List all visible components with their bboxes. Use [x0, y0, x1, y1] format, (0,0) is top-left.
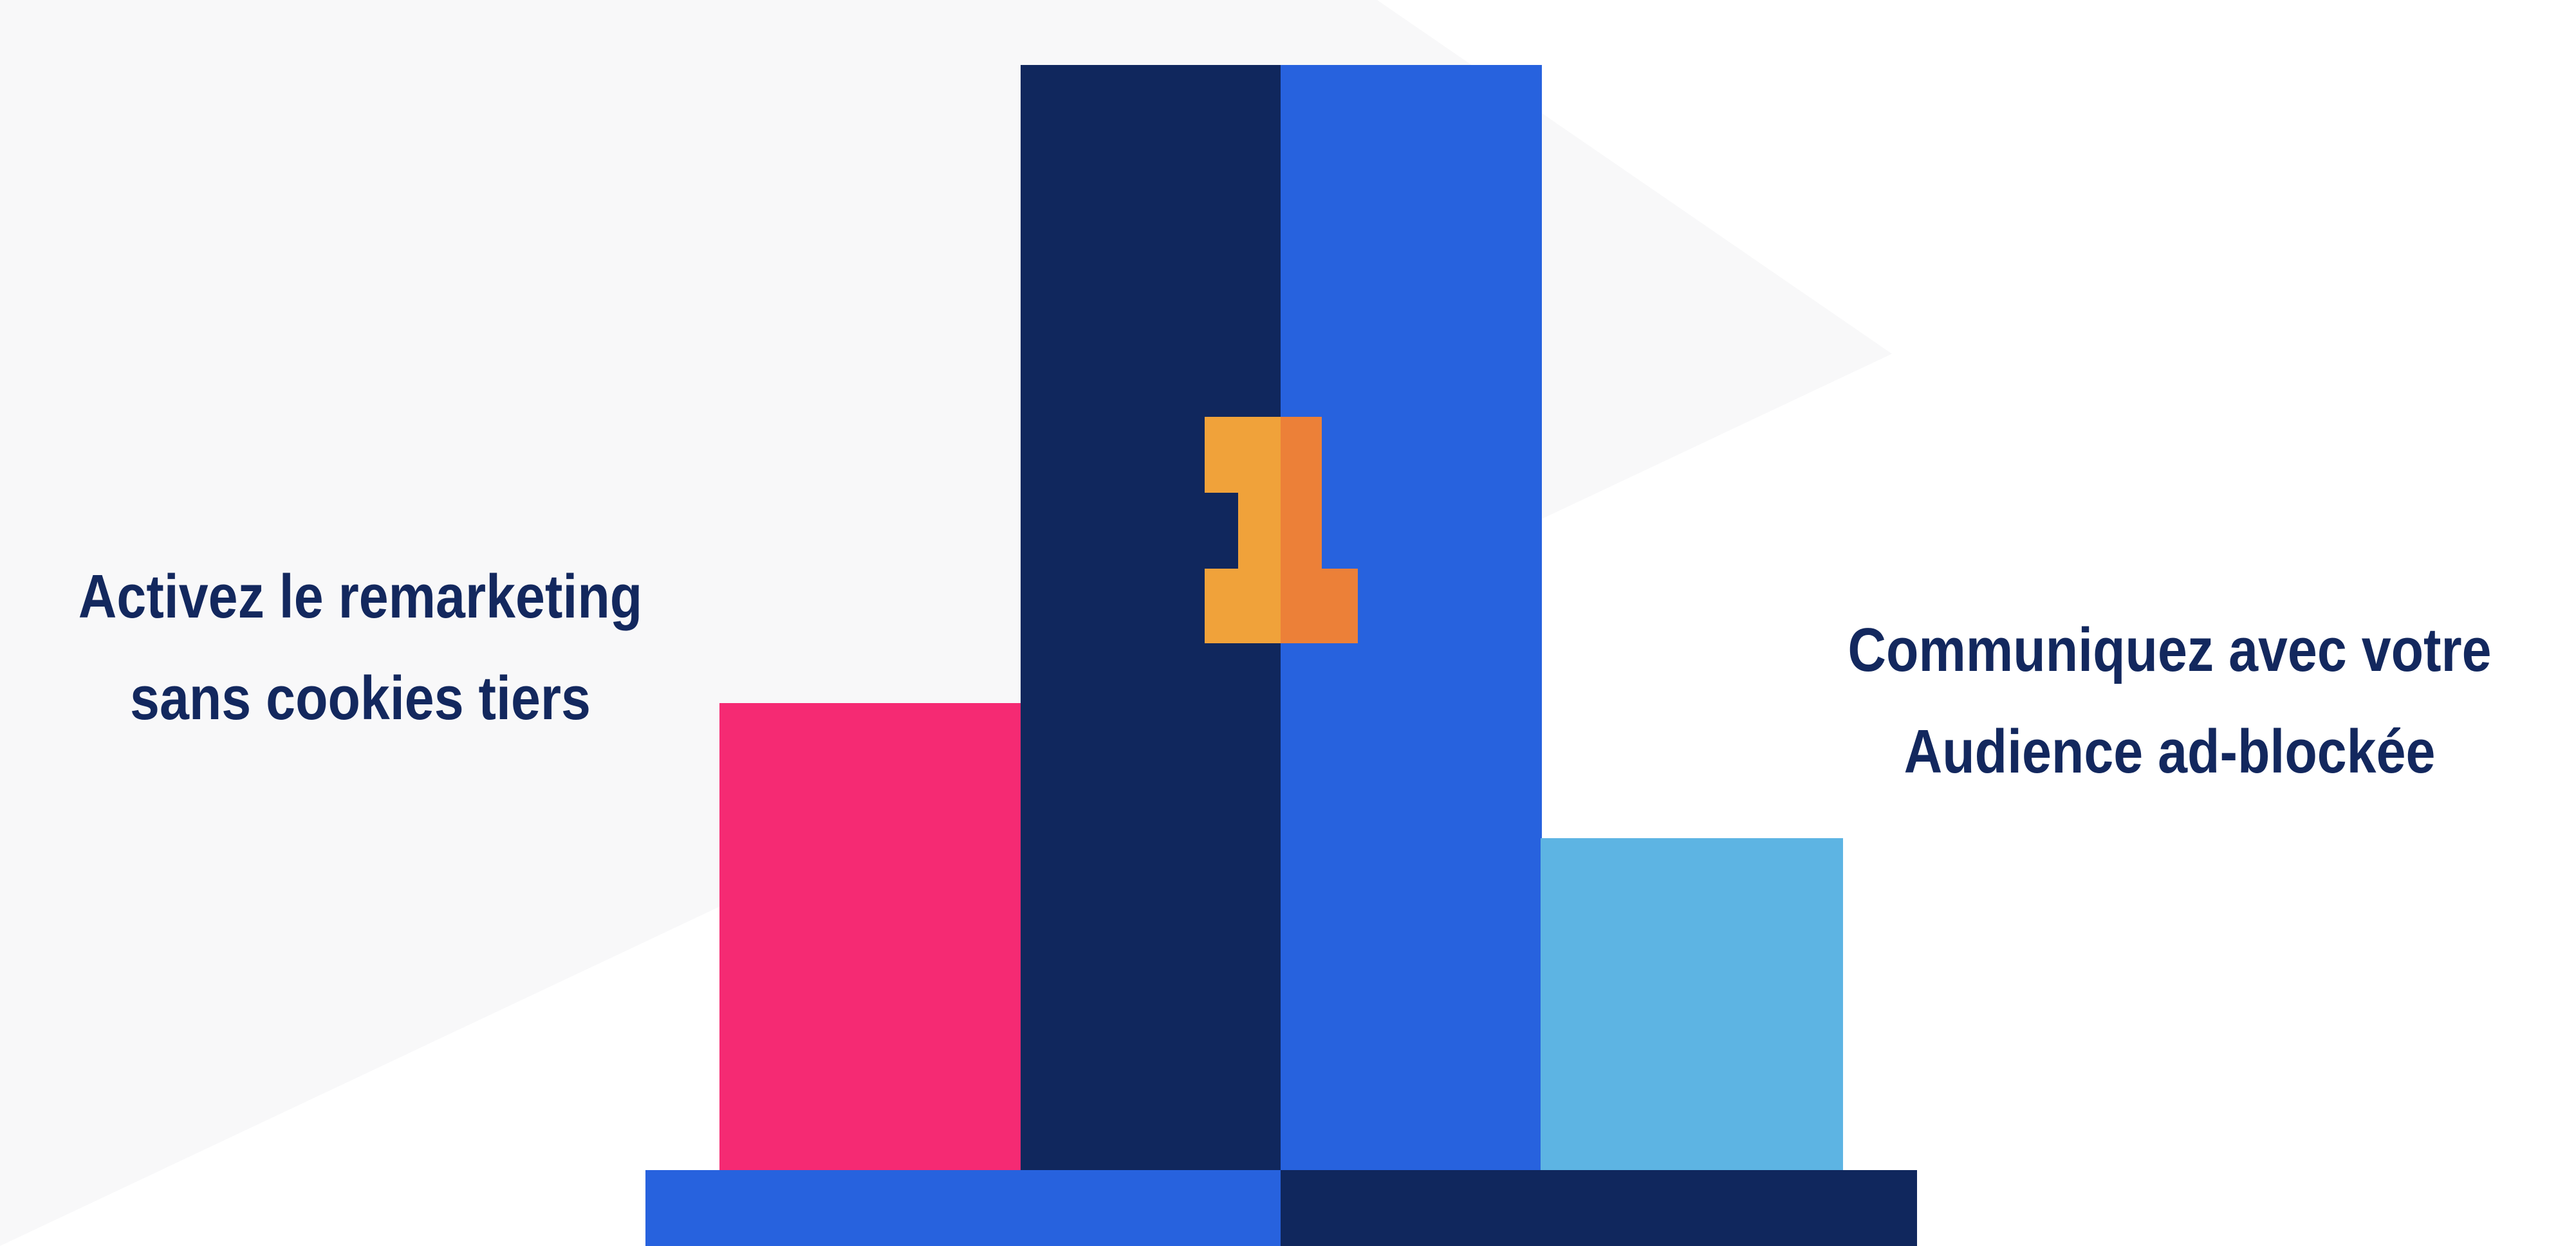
- left-label: Activez le remarketing sans cookies tier…: [50, 546, 670, 749]
- left-label-line-1: Activez le remarketing: [78, 562, 643, 631]
- podium-third-place-block: [1541, 838, 1843, 1171]
- right-label-line-1: Communiquez avec votre: [1848, 616, 2492, 684]
- podium-base-right: [1281, 1170, 1917, 1246]
- number-1-right-half: [1281, 417, 1358, 643]
- podium-second-place-block: [719, 703, 1022, 1171]
- left-label-line-2: sans cookies tiers: [130, 664, 591, 733]
- podium-base-left: [645, 1170, 1282, 1246]
- first-place-number-1-icon: 1: [1205, 417, 1358, 643]
- right-label-line-2: Audience ad-blockée: [1904, 717, 2436, 786]
- number-1-left-half: [1205, 417, 1281, 643]
- right-label: Communiquez avec votre Audience ad-block…: [1820, 600, 2519, 803]
